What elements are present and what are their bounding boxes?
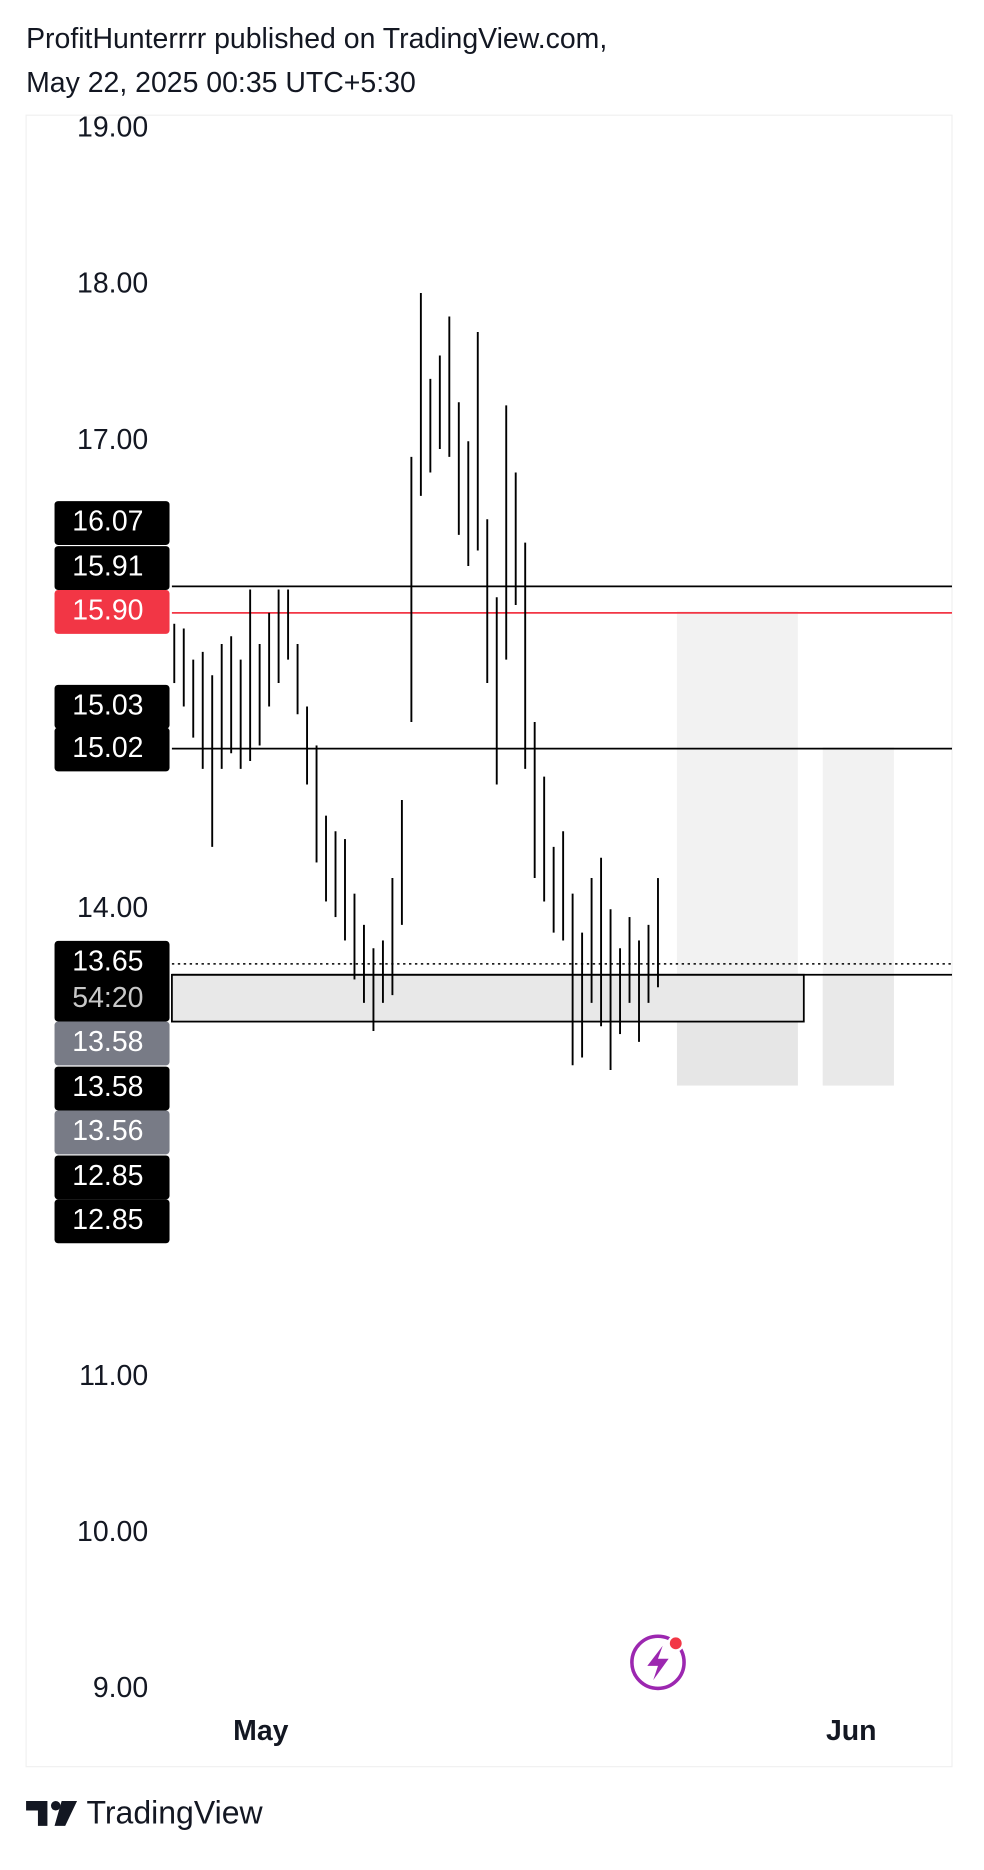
price-label: 13.65 <box>72 945 143 977</box>
y-tick-label: 17.00 <box>77 424 148 456</box>
price-label-bg <box>54 590 170 634</box>
y-tick-label: 18.00 <box>77 268 148 300</box>
price-label: 12.85 <box>72 1204 143 1236</box>
y-tick-label: 9.00 <box>93 1672 148 1704</box>
y-tick-label: 11.00 <box>79 1360 148 1392</box>
plot-frame <box>25 114 953 1768</box>
y-tick-label: 19.00 <box>77 112 148 144</box>
price-label-bg <box>54 1155 170 1200</box>
y-tick-label: 10.00 <box>77 1516 148 1548</box>
price-label-bg <box>54 940 170 1022</box>
price-label-bg <box>54 727 170 772</box>
price-label-bg <box>54 1110 170 1155</box>
lightning-icon[interactable] <box>630 1634 686 1691</box>
y-tick-label: 14.00 <box>77 892 148 924</box>
price-label-bg <box>54 546 170 591</box>
price-label-bg <box>54 1066 170 1111</box>
price-label-bg <box>54 684 170 729</box>
brand-name: TradingView <box>87 1795 264 1831</box>
price-label: 13.58 <box>72 1071 143 1103</box>
price-label-bg <box>54 501 170 545</box>
price-label: 15.90 <box>72 594 143 626</box>
price-label-bg <box>54 1199 170 1244</box>
price-label: 15.03 <box>72 689 143 721</box>
publisher-line: ProfitHunterrrr published on TradingView… <box>26 23 607 55</box>
price-label: 15.91 <box>72 551 143 583</box>
zone <box>822 974 894 1086</box>
x-tick-label: Jun <box>826 1715 877 1747</box>
price-label: 15.02 <box>72 732 143 764</box>
price-label: 16.07 <box>72 506 143 538</box>
x-tick-label: May <box>233 1715 289 1747</box>
countdown-label: 54:20 <box>72 982 143 1014</box>
price-label-bg <box>54 1021 170 1066</box>
plot: 9.00 10.00 11.00 14.00 17.00 18.00 19.00 May Jun… <box>54 112 952 1747</box>
price-label: 13.56 <box>72 1115 143 1147</box>
price-label: 12.85 <box>72 1160 143 1192</box>
price-label: 13.58 <box>72 1026 143 1058</box>
tradingview-logo[interactable]: TradingView <box>26 1795 264 1831</box>
publish-date: May 22, 2025 00:35 UTC+5:30 <box>26 67 416 99</box>
range-box <box>171 973 805 1023</box>
